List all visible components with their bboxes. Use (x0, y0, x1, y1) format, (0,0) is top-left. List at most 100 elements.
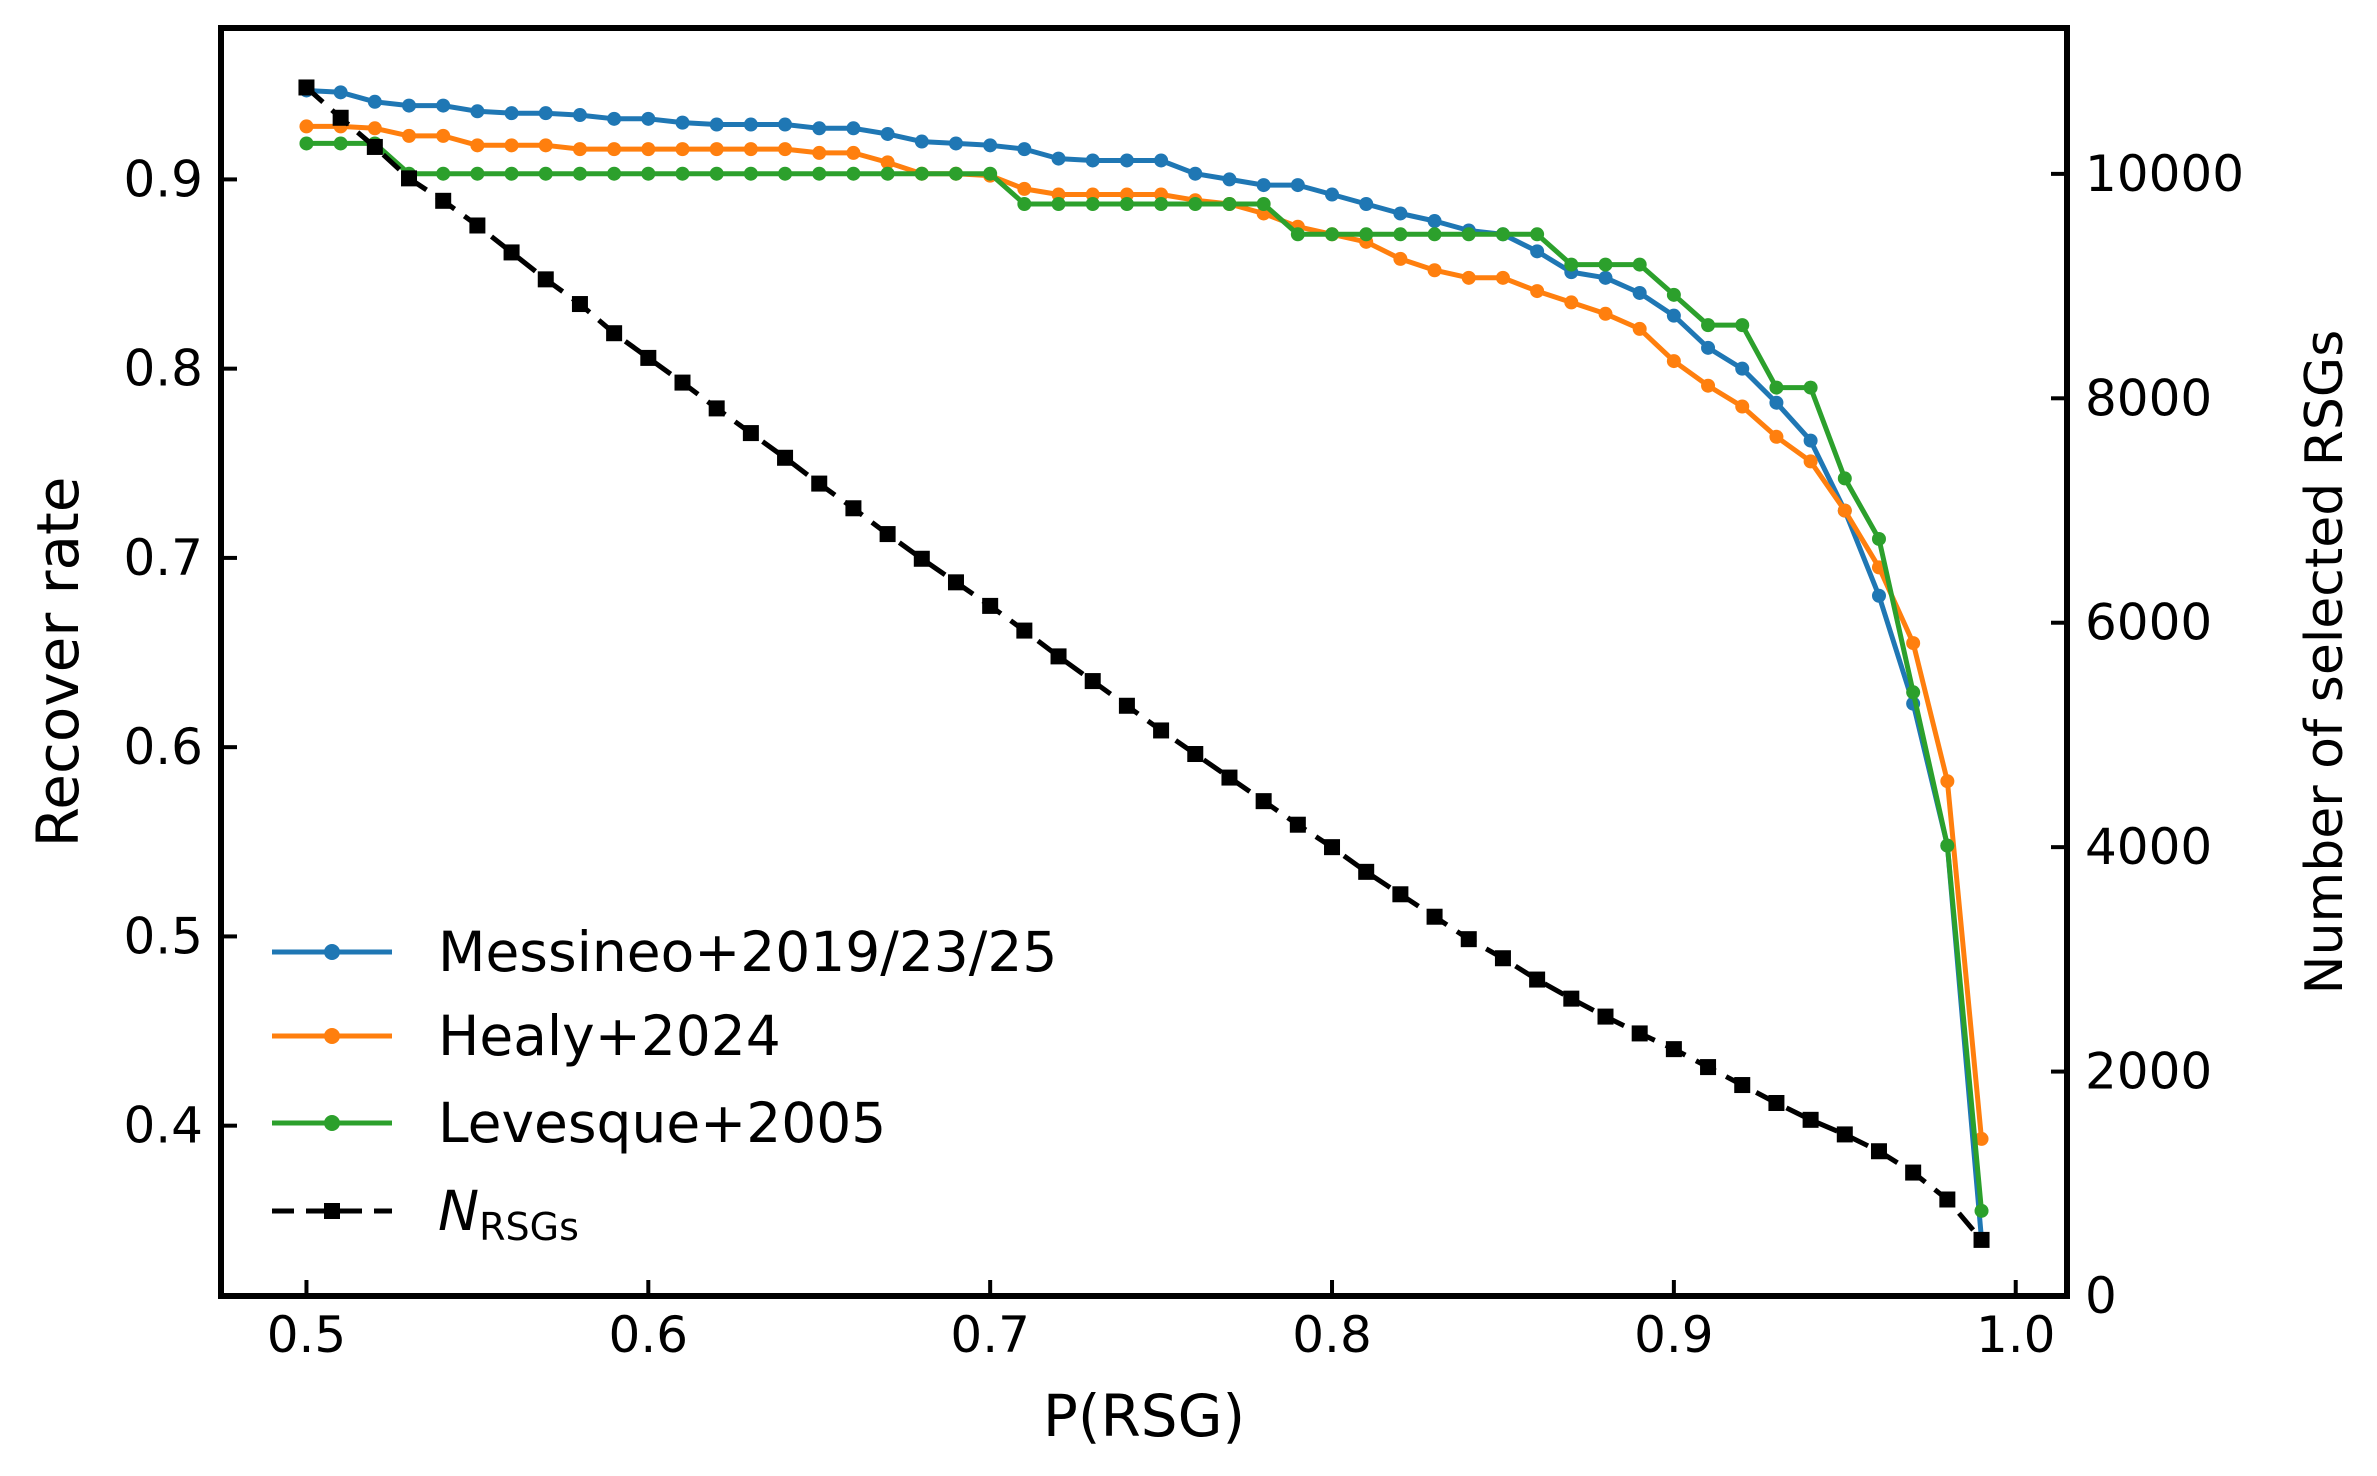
data-point (709, 117, 724, 132)
legend-entry-healy: Healy+2024 (272, 1004, 781, 1068)
data-point (504, 106, 519, 121)
data-point (1188, 197, 1203, 212)
data-point (1290, 227, 1305, 242)
data-point (1393, 227, 1408, 242)
data-point (1769, 380, 1784, 395)
data-point (1016, 622, 1033, 639)
data-point (914, 166, 929, 181)
legend-label-nrsgs: NRSGs (438, 1179, 579, 1249)
data-point (1871, 531, 1886, 546)
data-point (1906, 685, 1921, 700)
series-layer (298, 79, 1990, 1248)
data-point (845, 500, 862, 517)
data-point (607, 142, 622, 157)
data-point (1598, 306, 1613, 321)
data-point (538, 106, 553, 121)
data-point (1017, 197, 1032, 212)
data-point (1325, 187, 1340, 202)
data-point (1324, 839, 1341, 856)
data-point (675, 115, 690, 130)
data-point (1768, 1094, 1785, 1111)
data-point (1666, 308, 1681, 323)
data-point (742, 425, 759, 442)
y2-tick-label: 4000 (2085, 818, 2212, 876)
data-point (1017, 181, 1032, 196)
data-point (470, 138, 485, 153)
data-point (811, 475, 828, 492)
data-point (1392, 886, 1409, 903)
data-point (1940, 838, 1955, 853)
data-point (640, 349, 657, 366)
data-point (435, 192, 452, 209)
data-point (1153, 722, 1170, 739)
data-point (812, 145, 827, 160)
data-point (1837, 503, 1852, 518)
legend-marker-nrsgs (324, 1203, 340, 1219)
data-point (1222, 197, 1237, 212)
data-point (948, 136, 963, 151)
data-point (641, 166, 656, 181)
y-axis-title: Recover rate (24, 477, 92, 848)
data-point (1564, 257, 1579, 272)
data-point (812, 166, 827, 181)
data-point (367, 94, 382, 109)
data-point (947, 574, 964, 591)
x-tick-label: 0.5 (267, 1306, 347, 1364)
data-point (1598, 270, 1613, 285)
data-point (1358, 863, 1375, 880)
data-point (1563, 990, 1580, 1007)
data-point (675, 142, 690, 157)
data-point (1289, 816, 1306, 833)
y-tick-label: 0.7 (123, 529, 203, 587)
data-point (538, 166, 553, 181)
data-point (1427, 263, 1442, 278)
data-point (436, 166, 451, 181)
legend: Messineo+2019/23/25 Healy+2024 Levesque+… (272, 920, 1057, 1249)
data-point (1735, 361, 1750, 376)
data-point (1598, 257, 1613, 272)
data-point (1870, 1143, 1887, 1160)
data-point (1187, 746, 1204, 763)
data-point (1735, 399, 1750, 414)
data-point (1154, 153, 1169, 168)
data-point (846, 166, 861, 181)
data-point (1973, 1231, 1990, 1248)
data-point (1836, 1126, 1853, 1143)
data-point (401, 170, 418, 187)
data-point (1222, 172, 1237, 187)
data-point (1701, 318, 1716, 333)
data-point (1221, 769, 1238, 786)
data-point (812, 121, 827, 136)
data-point (1632, 257, 1647, 272)
y2-axis-title: Number of selected RSGs (2295, 330, 2355, 995)
data-point (1495, 270, 1510, 285)
data-point (607, 166, 622, 181)
data-point (913, 550, 930, 567)
data-point (299, 119, 314, 134)
data-point (983, 138, 998, 153)
data-point (1735, 318, 1750, 333)
data-point (1256, 178, 1271, 193)
data-point (333, 136, 348, 151)
data-point (1803, 433, 1818, 448)
legend-label-levesque: Levesque+2005 (438, 1091, 886, 1155)
data-point (1051, 151, 1066, 166)
data-point (1769, 429, 1784, 444)
data-point (504, 138, 519, 153)
data-point (880, 166, 895, 181)
data-point (778, 117, 793, 132)
data-point (1530, 284, 1545, 299)
data-point (299, 136, 314, 151)
data-point (1494, 950, 1511, 967)
data-point (1906, 636, 1921, 651)
data-point (1529, 971, 1546, 988)
legend-marker-levesque (324, 1115, 340, 1131)
data-point (1393, 251, 1408, 266)
data-point (503, 244, 520, 261)
data-point (333, 85, 348, 100)
data-point (846, 121, 861, 136)
data-point (1359, 227, 1374, 242)
legend-marker-messineo (324, 944, 340, 960)
data-point (1837, 471, 1852, 486)
data-point (1632, 321, 1647, 336)
